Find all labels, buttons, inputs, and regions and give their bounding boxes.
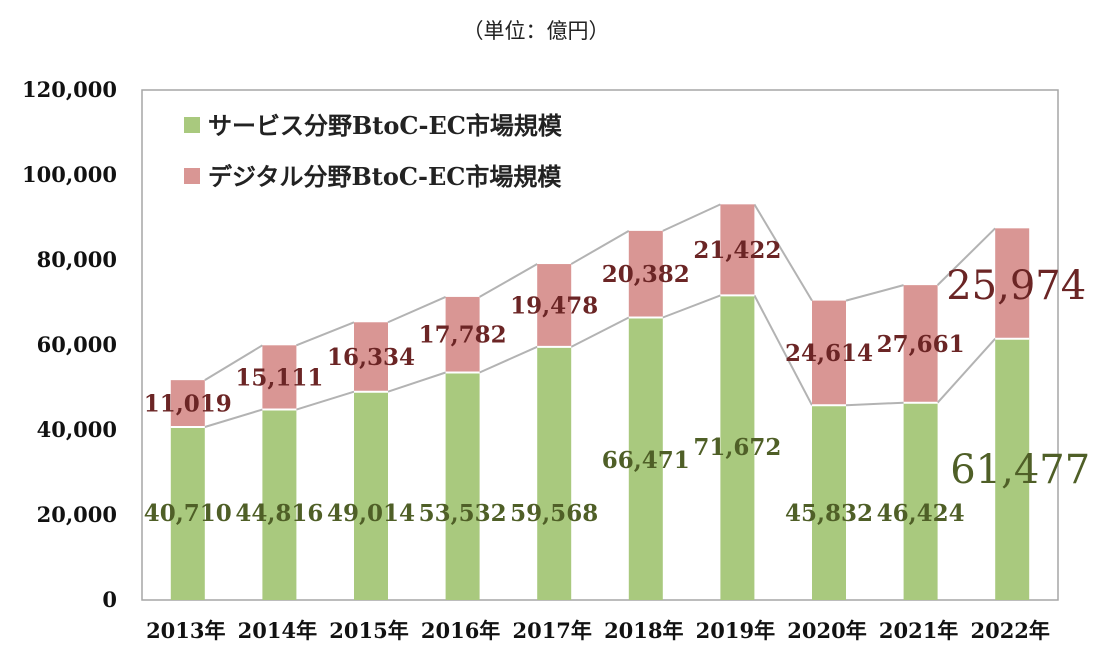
connector-lines — [204, 203, 996, 428]
data-label-digital: 27,661 — [877, 331, 965, 358]
bar-services — [537, 346, 572, 600]
bar-digital — [354, 322, 388, 392]
bar-digital — [445, 296, 480, 373]
bar-services — [812, 405, 846, 600]
bars — [170, 204, 1030, 600]
y-tick-label: 100,000 — [22, 162, 117, 187]
connector-line-services — [204, 408, 263, 428]
bar-services — [720, 295, 755, 600]
connector-line-total — [845, 284, 904, 302]
x-tick-label: 2017年 — [512, 618, 591, 643]
x-tick-label: 2015年 — [329, 618, 408, 643]
connector-line-total — [570, 230, 630, 265]
x-tick-label: 2013年 — [146, 618, 225, 643]
y-tick-label: 40,000 — [37, 417, 117, 442]
data-label-digital: 11,019 — [144, 391, 232, 418]
bar-digital — [262, 345, 297, 410]
connector-line-services — [662, 294, 721, 319]
bar-services — [170, 426, 205, 600]
value-labels: 40,710 11,019 44,816 15,111 49,014 16,334 53,5… — [144, 237, 1090, 527]
data-label-digital: 15,111 — [235, 364, 323, 391]
legend-label-digital: デジタル分野BtoC-EC市場規模 — [208, 162, 562, 191]
data-label-services: 66,471 — [602, 447, 690, 474]
bar-services — [995, 338, 1030, 600]
connector-line-total — [204, 344, 263, 382]
bar-services — [445, 372, 480, 600]
bar-services — [262, 409, 297, 600]
bar-services — [628, 317, 663, 600]
connector-line-services — [753, 294, 813, 406]
bar-digital — [903, 285, 938, 403]
y-tick-label: 120,000 — [22, 77, 117, 102]
y-tick-label: 60,000 — [37, 332, 117, 357]
data-label-services: 71,672 — [693, 434, 781, 461]
legend-swatch-digital — [184, 168, 200, 184]
plot-area-frame — [141, 89, 1059, 601]
x-tick-label: 2019年 — [696, 618, 775, 643]
data-label-digital: 25,974 — [946, 263, 1086, 309]
connector-line-total — [387, 296, 447, 324]
connector-line-total — [753, 203, 813, 302]
bar-digital — [720, 204, 755, 296]
data-label-digital: 16,334 — [327, 344, 415, 371]
y-tick-label: 0 — [102, 587, 117, 612]
x-axis: 2013年 2014年 2015年 2016年 2017年 2018年 2019年 2020年… — [146, 618, 1050, 643]
data-label-digital: 21,422 — [693, 237, 781, 264]
data-label-services: 59,568 — [510, 500, 598, 527]
connector-line-services — [296, 390, 355, 411]
x-tick-label: 2018年 — [604, 618, 683, 643]
bar-digital — [170, 380, 205, 427]
data-label-digital: 24,614 — [785, 340, 873, 367]
data-label-digital: 19,478 — [510, 292, 598, 319]
legend-swatch-services — [184, 117, 200, 133]
x-tick-label: 2021年 — [879, 618, 958, 643]
y-axis: 0 20,000 40,000 60,000 80,000 100,000 120,000 — [22, 77, 117, 612]
unit-label: （単位：億円） — [463, 19, 610, 43]
data-label-digital: 17,782 — [419, 322, 507, 349]
connector-line-total — [479, 263, 538, 298]
y-tick-label: 20,000 — [37, 502, 117, 527]
connector-line-services — [570, 316, 630, 348]
bar-services — [903, 402, 938, 600]
x-tick-label: 2020年 — [787, 618, 866, 643]
connector-line-total — [296, 321, 355, 347]
data-label-services: 49,014 — [327, 500, 415, 527]
y-tick-label: 80,000 — [37, 247, 117, 272]
x-tick-label: 2022年 — [970, 618, 1049, 643]
data-label-services: 45,832 — [785, 500, 873, 527]
x-tick-label: 2014年 — [238, 618, 317, 643]
data-label-services: 44,816 — [235, 500, 323, 527]
connector-line-total — [936, 227, 996, 286]
connector-line-total — [662, 203, 721, 232]
bar-digital — [628, 230, 663, 318]
bar-digital — [812, 300, 846, 406]
data-label-digital: 20,382 — [602, 261, 690, 288]
data-label-services: 40,710 — [144, 500, 232, 527]
connector-line-services — [936, 338, 996, 404]
legend-label-services: サービス分野BtoC-EC市場規模 — [208, 111, 563, 140]
bar-services — [354, 391, 388, 600]
bar-digital — [537, 264, 572, 347]
x-tick-label: 2016年 — [421, 618, 500, 643]
connector-line-services — [387, 371, 446, 393]
data-label-services: 53,532 — [419, 500, 507, 527]
legend: サービス分野BtoC-EC市場規模 デジタル分野BtoC-EC市場規模 — [184, 111, 563, 191]
data-label-services: 46,424 — [877, 500, 965, 527]
bar-digital — [995, 228, 1030, 339]
data-label-services: 61,477 — [950, 447, 1090, 493]
connector-line-services — [845, 401, 904, 407]
connector-line-services — [479, 345, 538, 374]
